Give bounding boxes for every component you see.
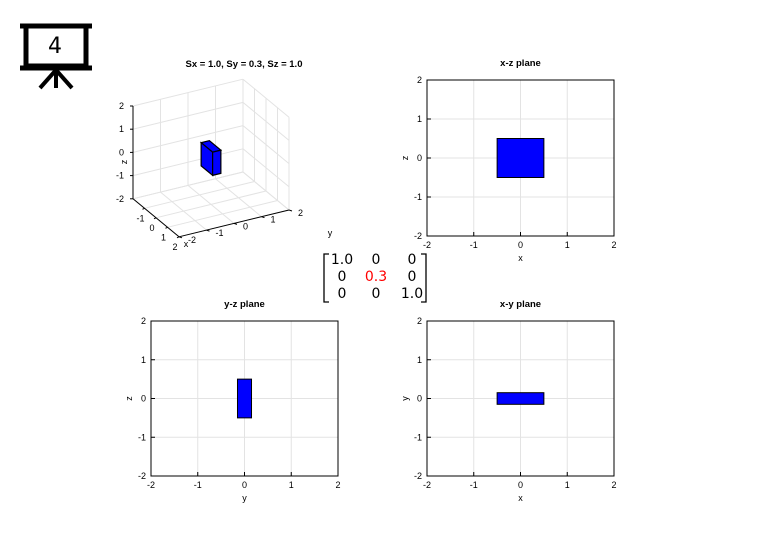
y-axis-label: z (400, 155, 410, 160)
x-axis-label: x (518, 493, 523, 503)
y-axis-label: z (124, 396, 134, 401)
x-tick (142, 207, 145, 210)
z-axis-label: z (119, 159, 129, 164)
y-axis-label: y (328, 228, 333, 238)
matrix-cell-2-2: 1.0 (400, 286, 424, 302)
y-tick-label: -1 (414, 432, 422, 442)
y-tick (288, 209, 293, 212)
grid-line-side (132, 125, 244, 153)
shape-rectangle (236, 378, 253, 419)
grid-line-side (132, 101, 244, 130)
shape-rectangle (496, 392, 545, 405)
x-axis-label: y (242, 493, 247, 503)
matrix-cell-0-2: 0 (407, 252, 417, 268)
x-tick-label: 0 (242, 480, 247, 490)
y-tick-label: 1 (417, 355, 422, 365)
y-tick (178, 236, 183, 239)
y-tick-label: -1 (414, 192, 422, 202)
grid-line-floor (187, 185, 235, 224)
slide-number: 4 (48, 34, 62, 59)
x-tick-label: -2 (423, 480, 431, 490)
y-tick-label: 2 (417, 316, 422, 326)
plot-title: y-z plane (224, 299, 265, 310)
shape-rectangle (496, 138, 545, 178)
y-tick-label: 0 (417, 153, 422, 163)
y-tick-label: 1 (271, 215, 276, 225)
y-tick-label: -2 (138, 471, 146, 481)
grid-line-floor (215, 178, 262, 218)
y-tick-label: 0 (243, 221, 248, 231)
x-axis-label: x (184, 239, 189, 249)
y-tick-label: 1 (417, 114, 422, 124)
y-tick-label: -1 (216, 228, 224, 238)
y-tick-label: 0 (141, 394, 146, 404)
x-axis-label: x (518, 253, 523, 263)
matrix-cell-2-1: 0 (371, 286, 381, 302)
x-tick-label: 2 (335, 480, 340, 490)
y-tick-label: 0 (417, 394, 422, 404)
grid-line-back (242, 78, 290, 118)
y-tick-label: -2 (414, 471, 422, 481)
z-tick-label: 1 (119, 124, 124, 134)
presentation-board-icon (20, 23, 92, 90)
scaling-matrix: 1.0 0 0 0 0.3 0 0 0 1.0 (320, 252, 430, 304)
y-tick-label: -2 (188, 235, 196, 245)
y-tick-label: 1 (141, 355, 146, 365)
x-tick-label: 1 (161, 232, 166, 242)
x-tick-label: 1 (289, 480, 294, 490)
matrix-cell-0-1: 0 (371, 252, 381, 268)
x-tick-label: 2 (172, 242, 177, 252)
y-tick-label: 2 (417, 75, 422, 85)
grid-line-side (132, 78, 244, 107)
grid-line-floor (242, 171, 290, 211)
x-tick-label: -2 (423, 240, 431, 250)
plot-title: x-z plane (500, 58, 541, 69)
grid-line-back (242, 125, 290, 164)
x-tick-label: -1 (194, 480, 202, 490)
x-tick-label: 0 (149, 223, 154, 233)
matrix-cell-1-2: 0 (407, 269, 417, 285)
matrix-cell-0-0: 1.0 (330, 252, 354, 268)
y-tick-label: -1 (138, 432, 146, 442)
plot-title: x-y plane (500, 299, 541, 310)
matrix-cell-1-0: 0 (337, 269, 347, 285)
z-tick-label: -1 (116, 171, 124, 181)
x-tick-label: -1 (470, 240, 478, 250)
x-tick-label: 0 (518, 240, 523, 250)
x-tick-label: 1 (565, 480, 570, 490)
y-tick (261, 216, 265, 219)
grid-line-floor (167, 200, 278, 228)
z-tick-label: -2 (116, 194, 124, 204)
x-tick-label: 2 (611, 240, 616, 250)
x-tick-label: 0 (518, 480, 523, 490)
y-tick-label: 2 (298, 208, 303, 218)
z-tick-label: 2 (119, 101, 124, 111)
x-tick (165, 226, 168, 229)
x-tick (176, 236, 180, 239)
x-tick-label: 2 (611, 480, 616, 490)
z-tick-label: 0 (119, 147, 124, 157)
y-tick (233, 222, 238, 225)
matrix-brackets (323, 253, 427, 303)
y-tick (206, 229, 210, 232)
x-tick-label: -1 (136, 213, 144, 223)
grid-line-back (242, 102, 290, 141)
x-tick-label: -1 (470, 480, 478, 490)
plot-title: Sx = 1.0, Sy = 0.3, Sz = 1.0 (186, 59, 303, 70)
x-tick-label: -2 (147, 480, 155, 490)
x-tick-label: 1 (565, 240, 570, 250)
y-tick-label: -2 (414, 231, 422, 241)
y-tick-label: 2 (141, 316, 146, 326)
matrix-cell-1-1: 0.3 (364, 269, 388, 285)
y-axis-label: y (400, 396, 410, 401)
x-tick (153, 217, 157, 220)
matrix-cell-2-0: 0 (337, 286, 347, 302)
box-face-side (212, 149, 222, 177)
